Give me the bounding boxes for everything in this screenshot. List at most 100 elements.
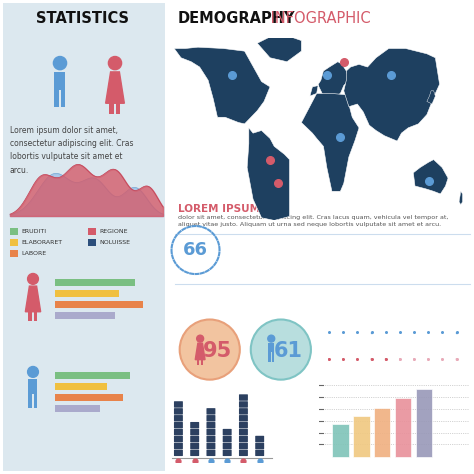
FancyBboxPatch shape (255, 443, 264, 449)
Text: ERUDITI: ERUDITI (21, 228, 46, 234)
Text: ELABORARET: ELABORARET (21, 239, 62, 245)
FancyBboxPatch shape (239, 443, 248, 449)
Text: dolor sit amet, consectetur adipiscing elit. Cras lacus quam, vehicula vel tempo: dolor sit amet, consectetur adipiscing e… (178, 215, 448, 227)
FancyBboxPatch shape (223, 443, 232, 449)
FancyBboxPatch shape (55, 89, 59, 107)
FancyBboxPatch shape (255, 436, 264, 442)
FancyBboxPatch shape (55, 383, 107, 390)
FancyBboxPatch shape (55, 404, 100, 411)
FancyBboxPatch shape (190, 422, 199, 428)
Polygon shape (247, 128, 290, 220)
Text: Lorem ipsum dolor sit amet,
consectetur adipiscing elit. Cras
lobortis vulputate: Lorem ipsum dolor sit amet, consectetur … (10, 126, 134, 174)
FancyBboxPatch shape (174, 401, 183, 408)
Polygon shape (257, 33, 301, 62)
FancyBboxPatch shape (55, 393, 123, 401)
FancyBboxPatch shape (207, 436, 215, 442)
FancyBboxPatch shape (223, 429, 232, 435)
FancyBboxPatch shape (174, 422, 183, 428)
Polygon shape (301, 93, 359, 191)
FancyBboxPatch shape (174, 443, 183, 449)
Circle shape (27, 366, 38, 377)
FancyBboxPatch shape (117, 102, 120, 114)
FancyBboxPatch shape (374, 408, 391, 457)
FancyBboxPatch shape (201, 359, 203, 365)
FancyBboxPatch shape (34, 311, 37, 321)
FancyBboxPatch shape (190, 450, 199, 456)
Polygon shape (459, 191, 463, 205)
FancyBboxPatch shape (207, 422, 215, 428)
FancyBboxPatch shape (207, 415, 215, 421)
FancyBboxPatch shape (190, 443, 199, 449)
FancyBboxPatch shape (353, 416, 370, 457)
FancyBboxPatch shape (416, 389, 432, 457)
FancyBboxPatch shape (55, 372, 130, 379)
FancyBboxPatch shape (28, 311, 32, 321)
FancyBboxPatch shape (61, 89, 65, 107)
FancyBboxPatch shape (223, 436, 232, 442)
Text: DEMOGRAPHY: DEMOGRAPHY (178, 11, 295, 26)
Text: STATISTICS: STATISTICS (36, 11, 129, 26)
Circle shape (268, 335, 275, 342)
FancyBboxPatch shape (332, 424, 349, 457)
Polygon shape (310, 62, 349, 96)
Text: LOREM IPSUM: LOREM IPSUM (178, 204, 260, 214)
FancyBboxPatch shape (272, 352, 274, 362)
FancyBboxPatch shape (55, 279, 135, 285)
FancyBboxPatch shape (207, 450, 215, 456)
FancyBboxPatch shape (88, 228, 96, 235)
FancyBboxPatch shape (268, 352, 271, 362)
Text: REGIONE: REGIONE (99, 228, 128, 234)
FancyBboxPatch shape (10, 238, 18, 246)
FancyBboxPatch shape (268, 343, 274, 353)
Circle shape (180, 319, 240, 380)
FancyBboxPatch shape (55, 290, 119, 297)
Circle shape (251, 319, 311, 380)
FancyBboxPatch shape (239, 450, 248, 456)
FancyBboxPatch shape (395, 398, 411, 457)
FancyBboxPatch shape (223, 450, 232, 456)
FancyBboxPatch shape (207, 429, 215, 435)
Polygon shape (344, 48, 439, 141)
Circle shape (54, 56, 67, 70)
FancyBboxPatch shape (207, 408, 215, 415)
FancyBboxPatch shape (197, 359, 200, 365)
FancyBboxPatch shape (28, 379, 37, 393)
FancyBboxPatch shape (55, 301, 143, 308)
Text: INFOGRAPHIC: INFOGRAPHIC (266, 11, 371, 26)
FancyBboxPatch shape (34, 393, 37, 408)
Text: LABORE: LABORE (21, 250, 46, 255)
FancyBboxPatch shape (207, 443, 215, 449)
Polygon shape (25, 286, 41, 312)
FancyBboxPatch shape (239, 401, 248, 408)
FancyBboxPatch shape (239, 436, 248, 442)
FancyBboxPatch shape (239, 394, 248, 401)
FancyBboxPatch shape (109, 102, 114, 114)
FancyBboxPatch shape (88, 238, 96, 246)
FancyBboxPatch shape (190, 436, 199, 442)
Polygon shape (174, 47, 270, 124)
FancyBboxPatch shape (174, 450, 183, 456)
Text: NOLUISSE: NOLUISSE (99, 239, 130, 245)
FancyBboxPatch shape (3, 3, 165, 471)
FancyBboxPatch shape (55, 311, 115, 319)
FancyBboxPatch shape (10, 228, 18, 235)
Polygon shape (106, 72, 124, 103)
FancyBboxPatch shape (239, 415, 248, 421)
FancyBboxPatch shape (174, 436, 183, 442)
FancyBboxPatch shape (28, 393, 32, 408)
FancyBboxPatch shape (239, 422, 248, 428)
Text: 66: 66 (183, 241, 208, 259)
Circle shape (109, 56, 122, 70)
FancyBboxPatch shape (10, 249, 18, 256)
Circle shape (197, 335, 204, 342)
FancyBboxPatch shape (239, 429, 248, 435)
FancyBboxPatch shape (255, 450, 264, 456)
FancyBboxPatch shape (55, 72, 65, 90)
FancyBboxPatch shape (174, 408, 183, 415)
FancyBboxPatch shape (174, 429, 183, 435)
FancyBboxPatch shape (239, 408, 248, 415)
Text: 95: 95 (203, 341, 232, 361)
Polygon shape (195, 343, 205, 360)
FancyBboxPatch shape (174, 415, 183, 421)
Text: 61: 61 (274, 341, 303, 361)
